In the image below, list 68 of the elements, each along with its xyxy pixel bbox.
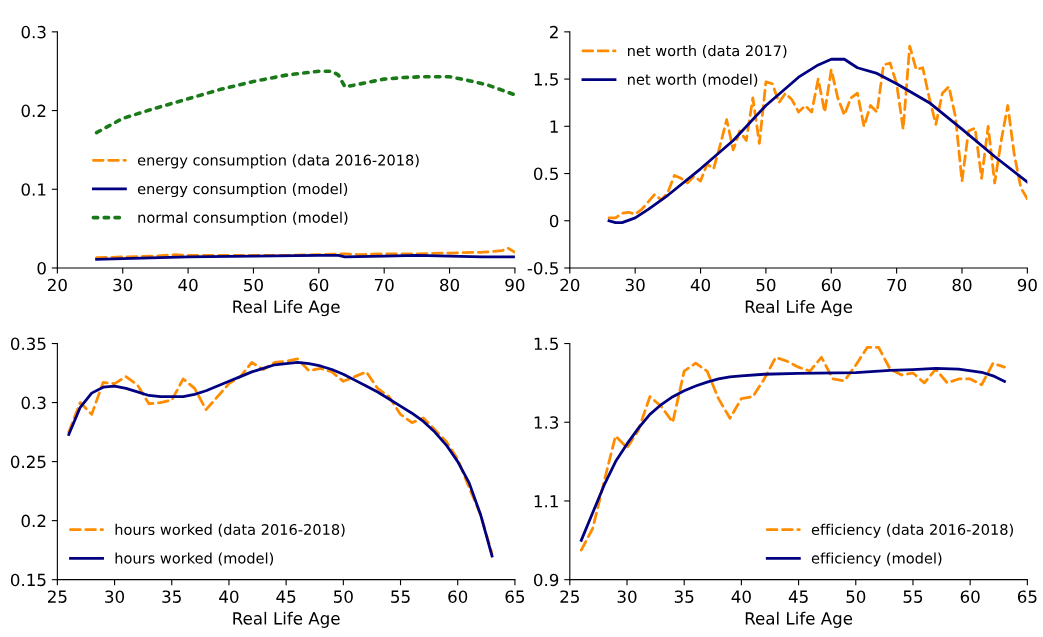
y-tick-label: 0.5 (533, 167, 558, 181)
x-tick-label: 90 (505, 278, 525, 292)
x-tick-label: 40 (731, 590, 751, 603)
x-tick-label: 20 (47, 278, 67, 292)
y-tick-label: 1.5 (534, 73, 558, 86)
x-tick-label: 40 (219, 590, 239, 603)
y-tick-label: 0.1 (21, 183, 46, 196)
x-axis-title: Real Life Age (233, 300, 340, 317)
x-tick-label: 40 (690, 278, 711, 292)
x-tick-label: 50 (756, 278, 776, 292)
legend-label: net worth (data 2017) (628, 44, 787, 58)
y-tick-label: 0.3 (21, 25, 46, 39)
x-axis-title: Real Life Age (745, 300, 853, 317)
y-tick-label: 0.25 (10, 455, 46, 469)
y-tick-label: 0.3 (21, 396, 46, 410)
x-tick-label: 35 (674, 590, 694, 603)
legend-label: efficiency (data 2016-2018) (811, 523, 1013, 538)
x-tick-label: 20 (560, 278, 580, 292)
x-tick-label: 35 (162, 590, 181, 603)
x-tick-label: 30 (113, 278, 133, 292)
y-tick-label: 0 (549, 214, 559, 228)
x-tick-label: 90 (1017, 278, 1037, 292)
x-tick-label: 70 (374, 278, 394, 292)
y-tick-label: 1.1 (534, 495, 558, 508)
x-tick-label: 30 (617, 590, 637, 603)
x-tick-label: 25 (560, 590, 579, 603)
x-tick-label: 50 (846, 590, 866, 603)
line-series (95, 246, 515, 260)
x-axis-title: Real Life Age (745, 611, 853, 628)
legend-label: energy consumption (data 2016-2018) (137, 154, 419, 169)
y-tick-label: 1.3 (534, 416, 559, 429)
legend-label: hours worked (data 2016-2018) (115, 523, 345, 537)
legend-label: energy consumption (model) (137, 183, 348, 198)
legend-label: efficiency (model) (811, 552, 942, 567)
y-tick-label: 0.15 (10, 573, 46, 587)
x-tick-label: 50 (244, 278, 263, 292)
x-tick-label: 80 (952, 278, 972, 292)
x-tick-label: 60 (821, 278, 841, 292)
x-tick-label: 60 (448, 590, 468, 603)
legend-label: normal consumption (model) (138, 211, 348, 226)
x-tick-label: 60 (309, 278, 329, 292)
x-tick-label: 65 (505, 590, 525, 603)
x-tick-label: 60 (960, 590, 980, 603)
x-tick-label: 55 (903, 590, 923, 603)
x-tick-label: 70 (887, 278, 907, 292)
x-axis-title: Real Life Age (233, 611, 340, 628)
x-tick-label: 30 (625, 278, 645, 292)
line-series (94, 69, 515, 135)
y-tick-label: 0.9 (533, 573, 559, 587)
legend-label: net worth (model) (628, 73, 758, 87)
x-tick-label: 25 (47, 590, 67, 603)
y-tick-label: 0.35 (10, 337, 46, 351)
x-tick-label: 30 (105, 590, 125, 603)
x-tick-label: 45 (276, 590, 296, 603)
y-tick-label: 1.5 (534, 337, 558, 351)
y-tick-label: -0.5 (527, 261, 558, 275)
x-tick-label: 55 (391, 590, 410, 603)
y-tick-label: 0.2 (21, 104, 46, 118)
x-tick-label: 45 (788, 590, 808, 603)
x-tick-label: 80 (440, 278, 460, 292)
x-tick-label: 50 (334, 590, 353, 603)
legend-label: hours worked (model) (115, 552, 274, 566)
x-tick-label: 40 (178, 278, 198, 292)
y-tick-label: 1 (550, 120, 558, 133)
y-tick-label: 2 (550, 25, 558, 39)
y-tick-label: 0 (37, 261, 46, 275)
x-tick-label: 65 (1017, 590, 1037, 603)
y-tick-label: 0.2 (21, 514, 46, 528)
